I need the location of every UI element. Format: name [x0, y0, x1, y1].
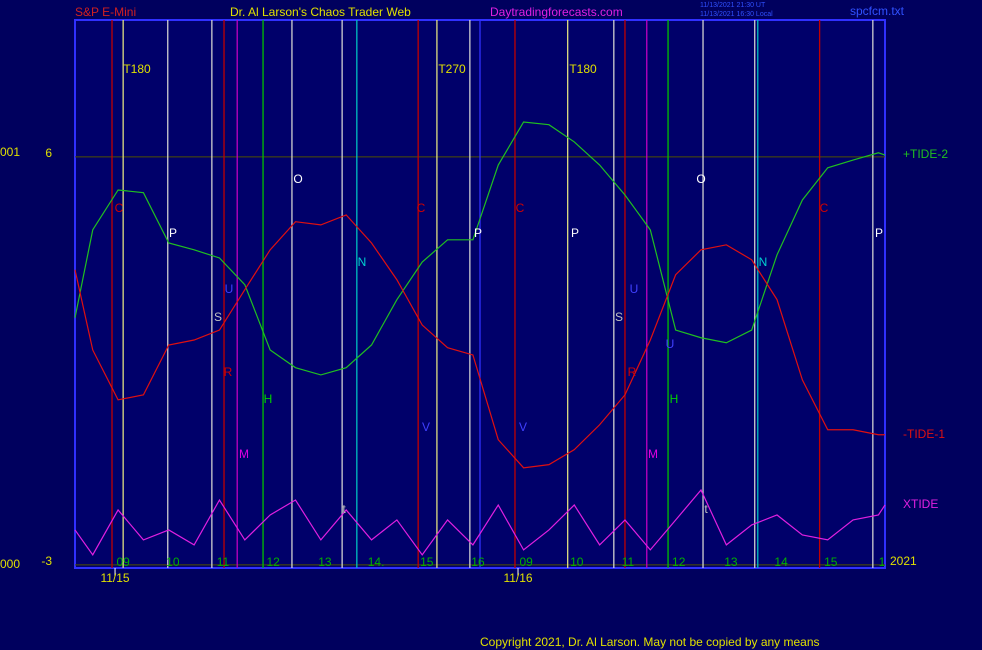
- legend-label: XTIDE: [903, 497, 938, 511]
- marker-label: V: [519, 420, 527, 434]
- marker-label: T180: [123, 62, 151, 76]
- marker-label: C: [115, 201, 124, 215]
- marker-label: U: [225, 282, 234, 296]
- file-label: spcfcm.txt: [850, 4, 905, 18]
- marker-label: T270: [438, 62, 466, 76]
- x-tick-label: 15: [420, 555, 434, 569]
- x-tick-label: 09: [519, 555, 533, 569]
- x-tick-label: 12: [267, 555, 281, 569]
- marker-label: U: [666, 337, 675, 351]
- x-tick-label: 13: [318, 555, 332, 569]
- marker-label: M: [648, 447, 658, 461]
- series-line: [74, 121, 886, 376]
- marker-label: P: [169, 226, 177, 240]
- legend-label: -TIDE-1: [903, 427, 945, 441]
- legend-label: +TIDE-2: [903, 147, 948, 161]
- timestamp: 11/13/2021 16:30 Local: [700, 11, 773, 18]
- marker-label: C: [820, 201, 829, 215]
- marker-label: N: [759, 255, 768, 269]
- copyright: Copyright 2021, Dr. Al Larson. May not b…: [480, 635, 820, 649]
- marker-label: t: [704, 502, 708, 516]
- side-label: 001: [0, 145, 20, 159]
- marker-label: V: [422, 420, 430, 434]
- marker-label: P: [571, 226, 579, 240]
- x-tick-label: 10: [570, 555, 584, 569]
- marker-label: P: [875, 226, 883, 240]
- marker-label: P: [474, 226, 482, 240]
- x-tick-label: 09: [116, 555, 130, 569]
- marker-label: H: [670, 392, 679, 406]
- marker-label: S: [214, 310, 222, 324]
- x-tick-label: 13: [724, 555, 738, 569]
- year-label: 2021: [890, 554, 917, 568]
- series-line: [74, 488, 886, 556]
- date-label: 11/15: [100, 571, 129, 585]
- timestamp: 11/13/2021 21:30 UT: [700, 2, 766, 9]
- marker-label: M: [239, 447, 249, 461]
- marker-label: S: [615, 310, 623, 324]
- x-tick-label: 14.: [368, 555, 385, 569]
- series-line: [74, 214, 885, 469]
- marker-label: C: [516, 201, 525, 215]
- marker-label: T180: [569, 62, 597, 76]
- marker-label: R: [224, 365, 233, 379]
- x-tick-label: 11: [622, 555, 635, 569]
- marker-label: N: [358, 255, 367, 269]
- y-tick-label: -3: [41, 554, 52, 568]
- marker-label: U: [630, 282, 639, 296]
- marker-label: H: [264, 392, 273, 406]
- marker-label: O: [293, 172, 302, 186]
- x-tick-label: 1: [879, 555, 886, 569]
- market-label: S&P E-Mini: [75, 5, 136, 19]
- x-tick-label: 15: [824, 555, 838, 569]
- marker-label: t: [342, 502, 346, 516]
- x-tick-label: 10: [166, 555, 180, 569]
- side-label: 000: [0, 557, 20, 571]
- y-tick-label: 6: [45, 146, 52, 160]
- x-tick-label: 12: [672, 555, 686, 569]
- marker-label: R: [628, 365, 637, 379]
- x-tick-label: 11: [217, 555, 230, 569]
- site-label: Daytradingforecasts.com: [490, 5, 623, 19]
- header-title: Dr. Al Larson's Chaos Trader Web: [230, 5, 411, 19]
- x-tick-label: 14: [774, 555, 788, 569]
- marker-label: O: [696, 172, 705, 186]
- marker-label: C: [417, 201, 426, 215]
- date-label: 11/16: [503, 571, 532, 585]
- x-tick-label: 16: [471, 555, 485, 569]
